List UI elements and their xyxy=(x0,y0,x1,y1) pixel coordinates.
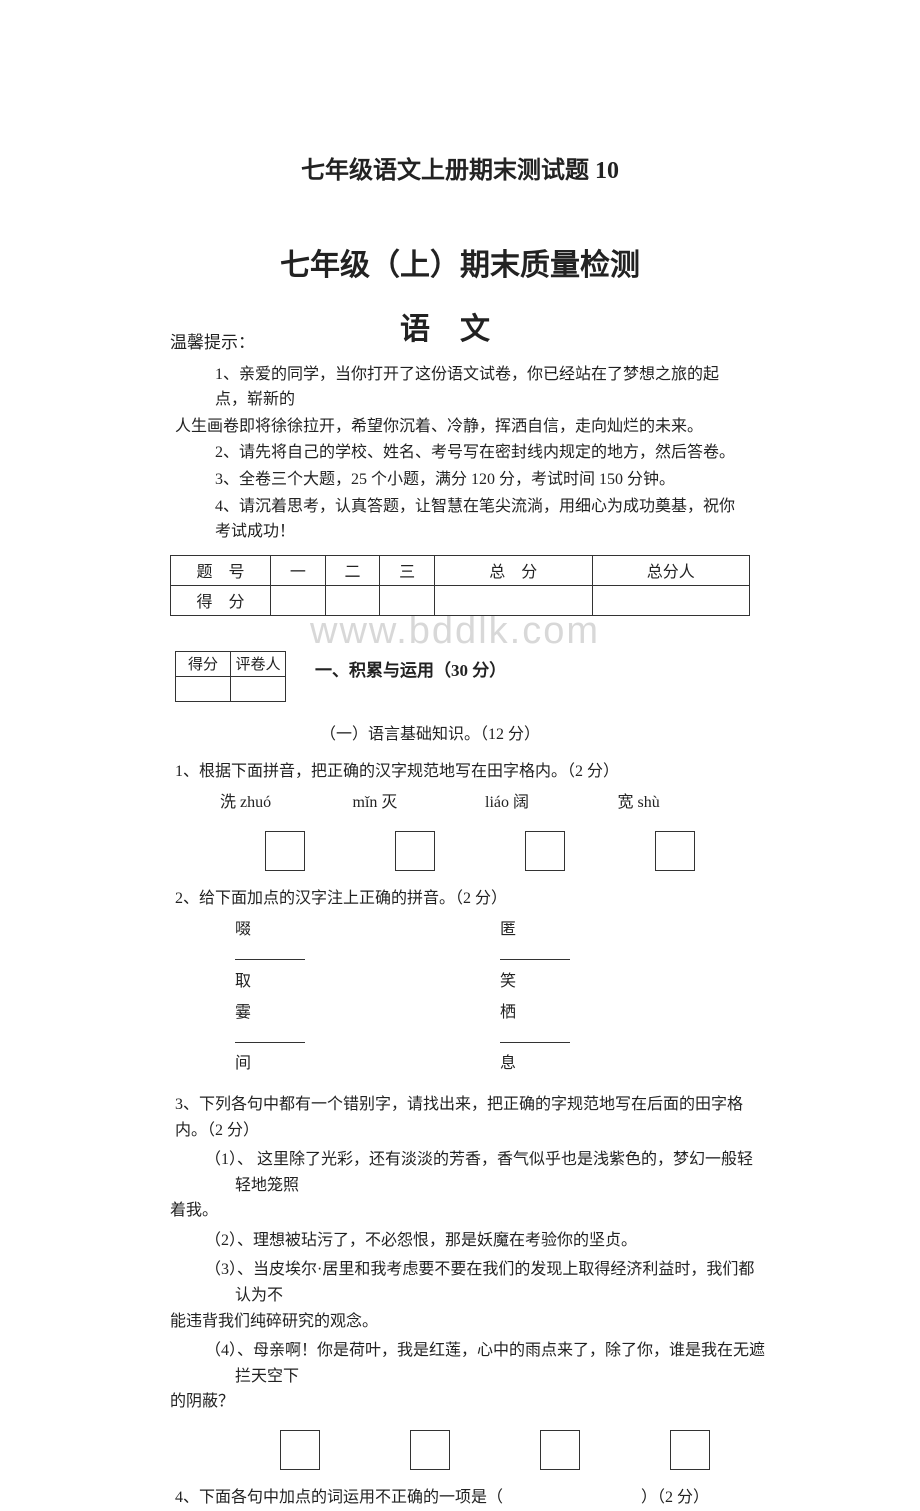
q2-item-3: 霎间 xyxy=(235,1000,320,1077)
answer-box[interactable] xyxy=(395,831,435,871)
score-cell-empty[interactable] xyxy=(271,585,326,615)
score-cell: 三 xyxy=(380,555,435,585)
grader-table: 得分 评卷人 xyxy=(175,651,286,702)
q1-stem: 1、根据下面拼音，把正确的汉字规范地写在田字格内。（2 分） xyxy=(175,759,765,785)
section-1-title: 一、积累与运用（30 分） xyxy=(315,656,506,681)
q1-pinyin-4: 宽 shù xyxy=(618,790,751,816)
q2-item-1: 啜取 xyxy=(235,917,320,994)
q2-char: 息 xyxy=(500,1055,516,1072)
score-cell-empty[interactable] xyxy=(380,585,435,615)
hint-2: 2、请先将自己的学校、姓名、考号写在密封线内规定的地方，然后答卷。 xyxy=(215,441,745,466)
hint-3: 3、全卷三个大题，25 个小题，满分 120 分，考试时间 150 分钟。 xyxy=(215,468,745,493)
q2-item-4: 栖息 xyxy=(500,1000,585,1077)
q3-item-4-wrap: 的阴蔽？ xyxy=(170,1389,765,1415)
q3-item-3: （3）、当皮埃尔·居里和我考虑要不要在我们的发现上取得经济利益时，我们都认为不 xyxy=(205,1257,765,1308)
q2-char: 霎 xyxy=(235,1004,251,1021)
score-cell: 得 分 xyxy=(171,585,271,615)
q4-stem-a: 4、下面各句中加点的词运用不正确的一项是（ xyxy=(175,1489,503,1506)
page-title: 七年级语文上册期末测试题 10 xyxy=(0,0,920,185)
exam-header: 七年级（上）期末质量检测 xyxy=(0,185,920,284)
q2-item-2: 匿笑 xyxy=(500,917,585,994)
grader-person-label: 评卷人 xyxy=(231,651,286,676)
q1-pinyin-1: 洗 zhuó xyxy=(220,790,353,816)
q2-char: 栖 xyxy=(500,1004,516,1021)
score-cell-empty[interactable] xyxy=(592,585,750,615)
score-cell: 题 号 xyxy=(171,555,271,585)
q3-item-4: （4）、母亲啊！你是荷叶，我是红莲，心中的雨点来了，除了你，谁是我在无遮拦天空下 xyxy=(205,1338,765,1389)
q2-char: 取 xyxy=(235,973,251,990)
answer-box[interactable] xyxy=(410,1430,450,1470)
q2-char: 匿 xyxy=(500,921,516,938)
grader-person-cell[interactable] xyxy=(231,676,286,701)
answer-box[interactable] xyxy=(265,831,305,871)
q2-stem: 2、给下面加点的汉字注上正确的拼音。（2 分） xyxy=(175,886,765,912)
grader-score-label: 得分 xyxy=(176,651,231,676)
hints-block: 1、亲爱的同学，当你打开了这份语文试卷，你已经站在了梦想之旅的起点，崭新的 人生… xyxy=(215,363,745,545)
hint-1a: 1、亲爱的同学，当你打开了这份语文试卷，你已经站在了梦想之旅的起点，崭新的 xyxy=(215,363,745,413)
hint-label: 温馨提示： xyxy=(170,328,920,353)
q3-item-1: （1）、 这里除了光彩，还有淡淡的芳香，香气似乎也是浅紫色的，梦幻一般轻轻地笼照 xyxy=(205,1147,765,1198)
q1-pinyin-3: liáo 阔 xyxy=(485,790,618,816)
answer-box[interactable] xyxy=(280,1430,320,1470)
q3-item-1-wrap: 着我。 xyxy=(170,1198,765,1224)
question-3: 3、下列各句中都有一个错别字，请找出来，把正确的字规范地写在后面的田字格内。（2… xyxy=(175,1092,765,1470)
q2-char: 啜 xyxy=(235,921,251,938)
q4-stem-b: ）（2 分） xyxy=(641,1489,709,1506)
score-cell: 总分人 xyxy=(592,555,750,585)
q3-stem: 3、下列各句中都有一个错别字，请找出来，把正确的字规范地写在后面的田字格内。（2… xyxy=(175,1092,765,1143)
hint-1b: 人生画卷即将徐徐拉开，希望你沉着、冷静，挥洒自信，走向灿烂的未来。 xyxy=(175,415,745,440)
q2-blank[interactable] xyxy=(500,946,570,960)
score-cell: 总 分 xyxy=(435,555,592,585)
answer-box[interactable] xyxy=(525,831,565,871)
question-4: 4、下面各句中加点的词运用不正确的一项是（ ）（2 分） xyxy=(175,1485,765,1511)
question-2: 2、给下面加点的汉字注上正确的拼音。（2 分） 啜取 匿笑 霎间 栖息 xyxy=(175,886,765,1077)
question-1: 1、根据下面拼音，把正确的汉字规范地写在田字格内。（2 分） 洗 zhuó mǐ… xyxy=(175,759,765,871)
q2-blank[interactable] xyxy=(235,1029,305,1043)
score-cell-empty[interactable] xyxy=(325,585,380,615)
q3-item-3-wrap: 能违背我们纯碎研究的观念。 xyxy=(170,1309,765,1335)
q1-pinyin-2: mǐn 灭 xyxy=(353,790,486,816)
grader-score-cell[interactable] xyxy=(176,676,231,701)
score-table: 题 号 一 二 三 总 分 总分人 得 分 xyxy=(170,555,750,616)
subsection-1: （一）语言基础知识。（12 分） xyxy=(320,720,920,744)
answer-box[interactable] xyxy=(540,1430,580,1470)
score-cell: 一 xyxy=(271,555,326,585)
score-cell: 二 xyxy=(325,555,380,585)
q2-blank[interactable] xyxy=(235,946,305,960)
score-cell-empty[interactable] xyxy=(435,585,592,615)
q2-char: 笑 xyxy=(500,973,516,990)
q2-blank[interactable] xyxy=(500,1029,570,1043)
q2-char: 间 xyxy=(235,1055,251,1072)
q3-item-2: （2）、理想被玷污了，不必怨恨，那是妖魔在考验你的坚贞。 xyxy=(205,1228,765,1254)
answer-box[interactable] xyxy=(670,1430,710,1470)
answer-box[interactable] xyxy=(655,831,695,871)
hint-4: 4、请沉着思考，认真答题，让智慧在笔尖流淌，用细心为成功奠基，祝你考试成功！ xyxy=(215,495,745,545)
